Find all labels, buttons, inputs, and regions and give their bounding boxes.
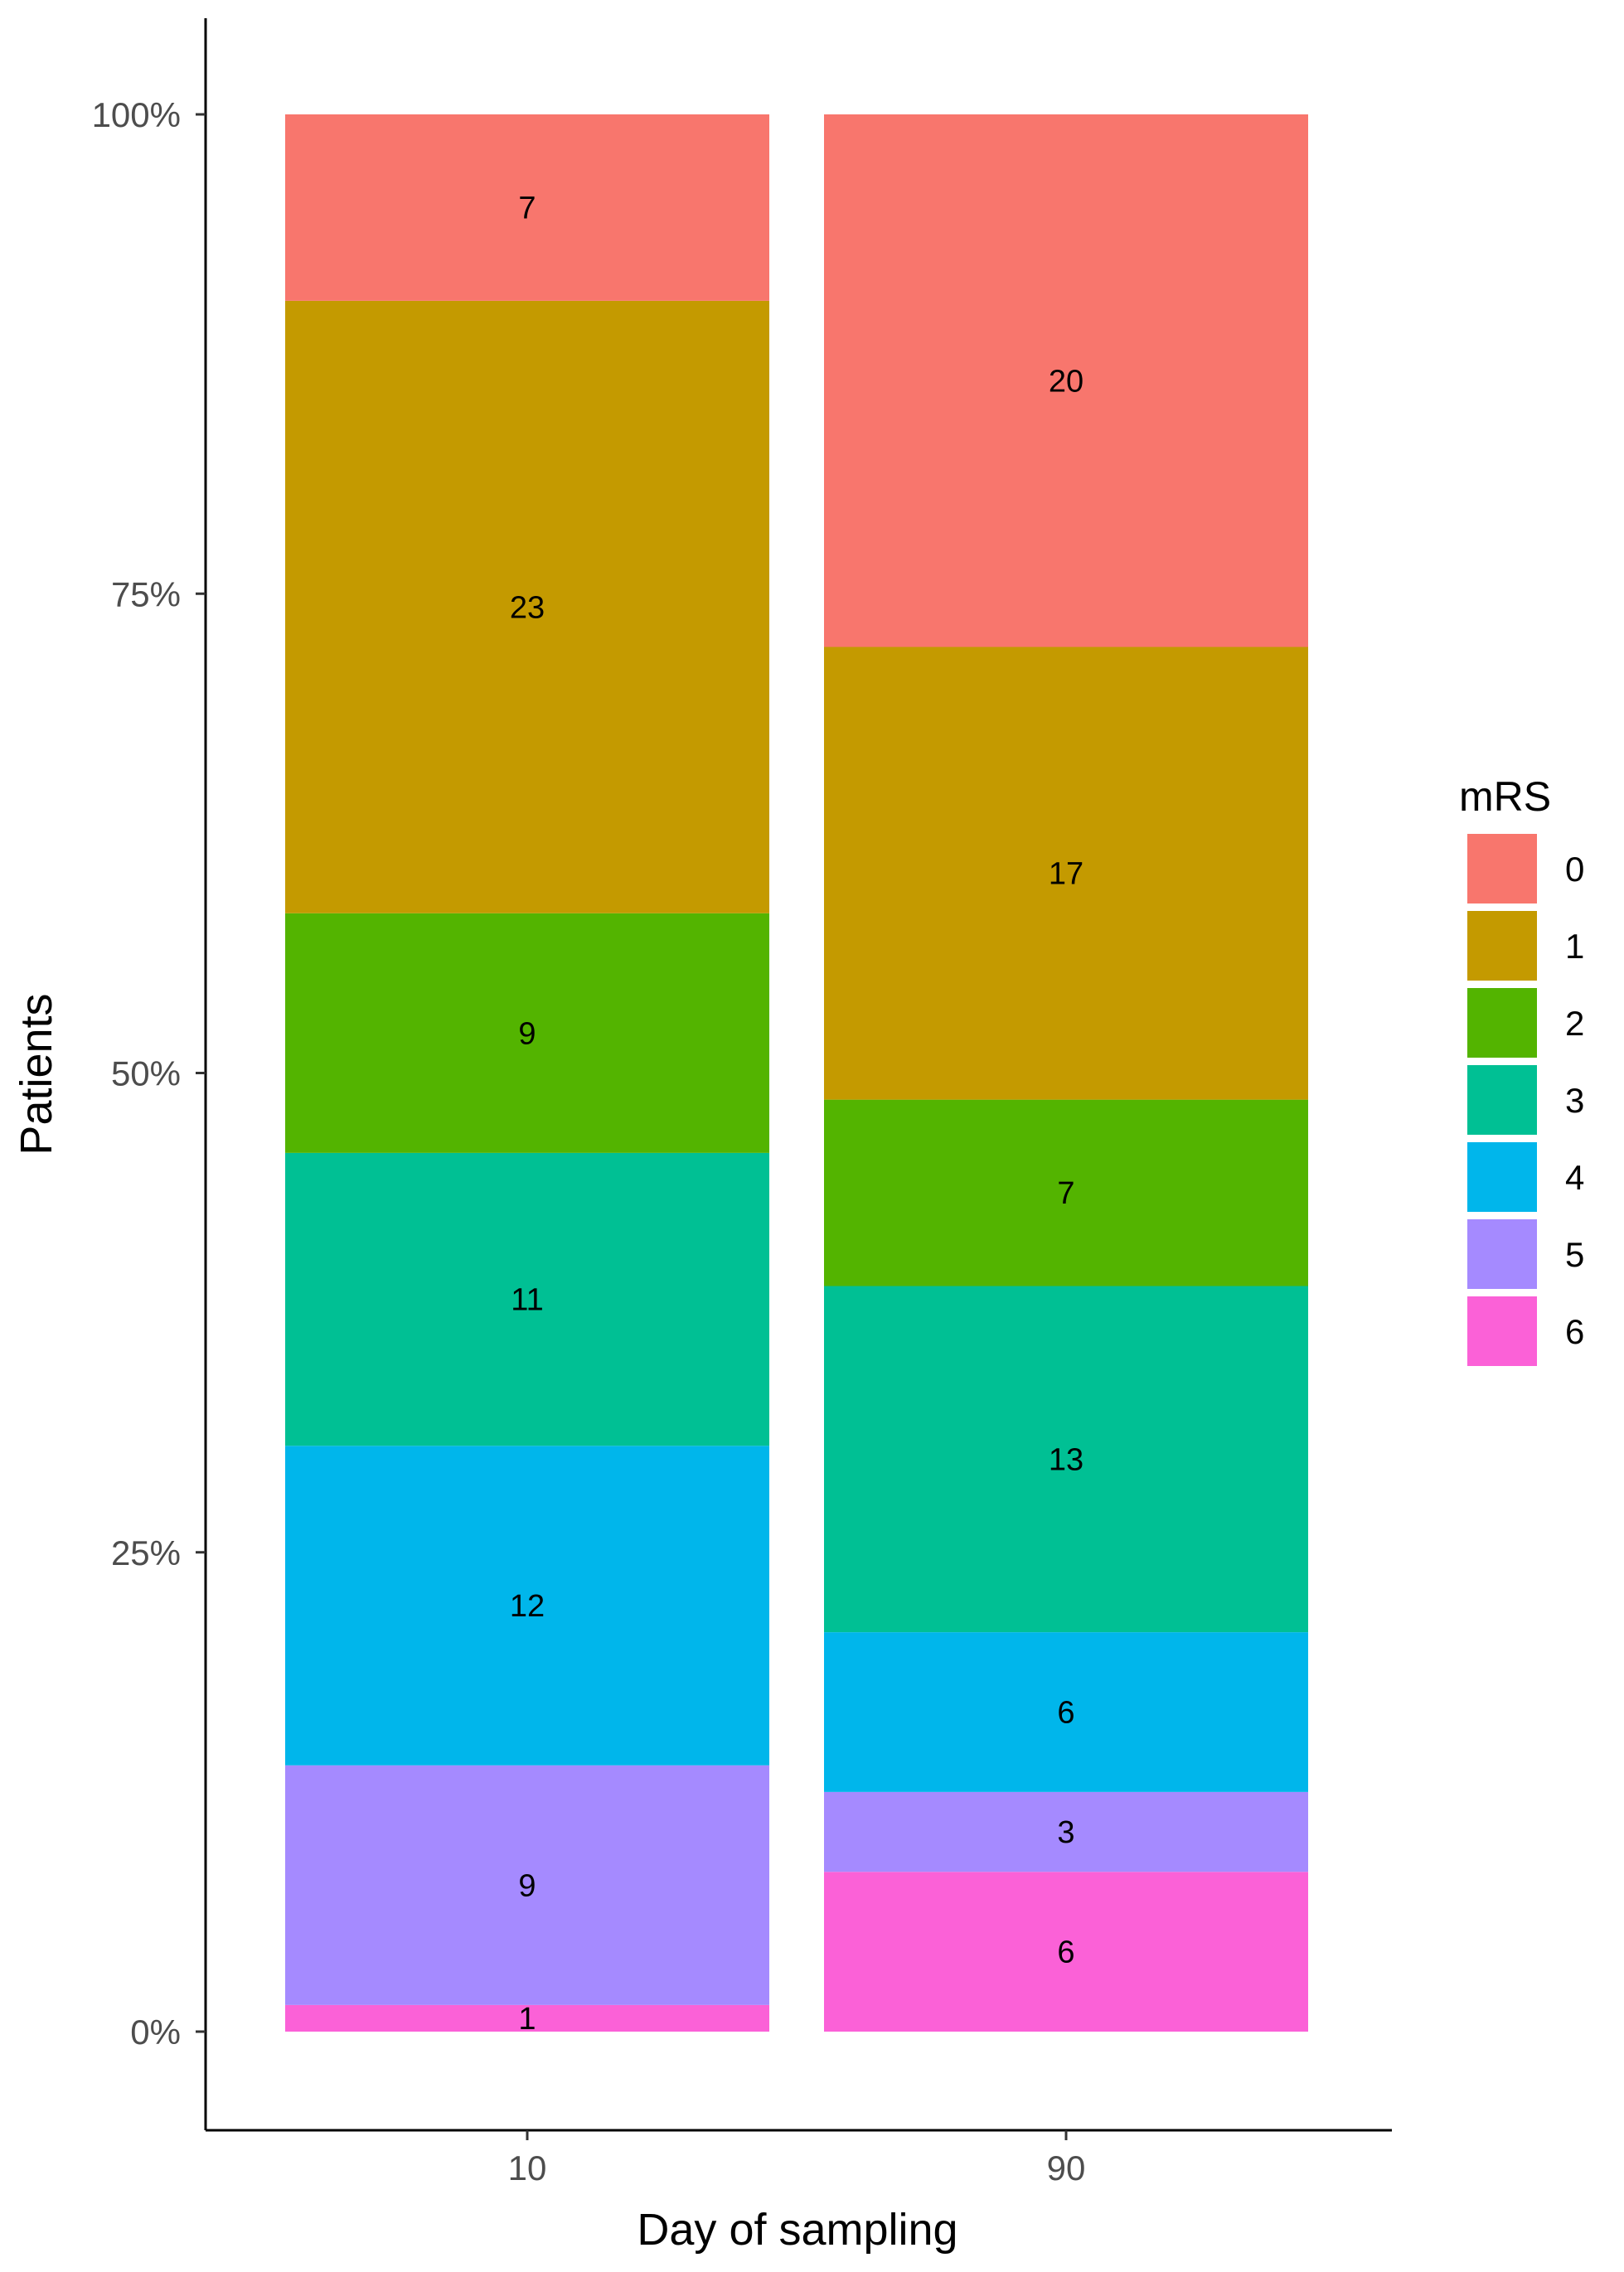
legend-label-2: 2 [1565,1004,1584,1043]
data-label-day10-mrs6: 1 [518,2002,536,2037]
legend-label-5: 5 [1565,1235,1584,1274]
legend-title: mRS [1459,773,1551,820]
bars-layer [285,114,1308,2032]
legend-key-1 [1467,911,1537,981]
data-label-day90-mrs6: 6 [1057,1935,1074,1970]
x-ticks-layer: 10 90 [508,2130,1086,2187]
legend-label-1: 1 [1565,927,1584,966]
y-tick-label: 0% [130,2013,181,2052]
bar-segment-day10-mrs6 [285,2004,769,2032]
bar-segment-day90-mrs3 [824,1286,1308,1633]
legend-label-3: 3 [1565,1081,1584,1120]
data-label-day90-mrs0: 20 [1049,364,1083,399]
bar-segment-day10-mrs2 [285,913,769,1153]
bar-segment-day90-mrs1 [824,647,1308,1100]
y-ticks-layer: 0% 25% 50% 75% 100% [92,95,206,2052]
x-tick-label: 10 [508,2148,547,2187]
data-label-day90-mrs4: 6 [1057,1696,1074,1731]
data-label-day10-mrs2: 9 [518,1016,536,1051]
bar-segment-day10-mrs4 [285,1446,769,1766]
legend: mRS 0 1 2 3 4 5 6 [1459,773,1584,1366]
bar-segment-day10-mrs1 [285,300,769,913]
data-label-day10-mrs5: 9 [518,1868,536,1903]
legend-label-0: 0 [1565,850,1584,889]
x-axis-title: Day of sampling [637,2205,957,2255]
bar-segment-day90-mrs2 [824,1099,1308,1286]
legend-key-2 [1467,988,1537,1058]
bar-segment-day10-mrs3 [285,1152,769,1446]
data-label-day90-mrs5: 3 [1057,1815,1074,1850]
bar-segment-day90-mrs6 [824,1872,1308,2032]
legend-label-6: 6 [1565,1312,1584,1351]
data-label-day90-mrs1: 17 [1049,857,1083,892]
bar-segment-day10-mrs5 [285,1765,769,2005]
data-label-day10-mrs3: 11 [511,1283,543,1318]
data-label-day10-mrs1: 23 [510,590,545,625]
data-label-day90-mrs2: 7 [1057,1176,1074,1211]
legend-key-0 [1467,834,1537,903]
data-label-day10-mrs4: 12 [510,1589,545,1624]
legend-label-4: 4 [1565,1158,1584,1197]
bar-segment-day10-mrs0 [285,114,769,301]
legend-key-5 [1467,1219,1537,1289]
y-tick-label: 100% [92,95,181,134]
legend-key-4 [1467,1142,1537,1212]
legend-key-3 [1467,1065,1537,1135]
data-label-day90-mrs3: 13 [1049,1442,1083,1477]
y-tick-label: 75% [111,574,181,613]
y-tick-label: 25% [111,1533,181,1572]
legend-key-6 [1467,1296,1537,1366]
bar-labels-layer: 1 9 12 11 9 23 7 6 3 6 13 7 17 20 [510,191,1083,2037]
bar-segment-day90-mrs5 [824,1791,1308,1872]
data-label-day10-mrs0: 7 [518,191,536,225]
bar-segment-day90-mrs0 [824,114,1308,647]
y-tick-label: 50% [111,1054,181,1093]
bar-segment-day90-mrs4 [824,1632,1308,1792]
x-tick-label: 90 [1047,2148,1086,2187]
y-axis-title: Patients [12,993,61,1155]
